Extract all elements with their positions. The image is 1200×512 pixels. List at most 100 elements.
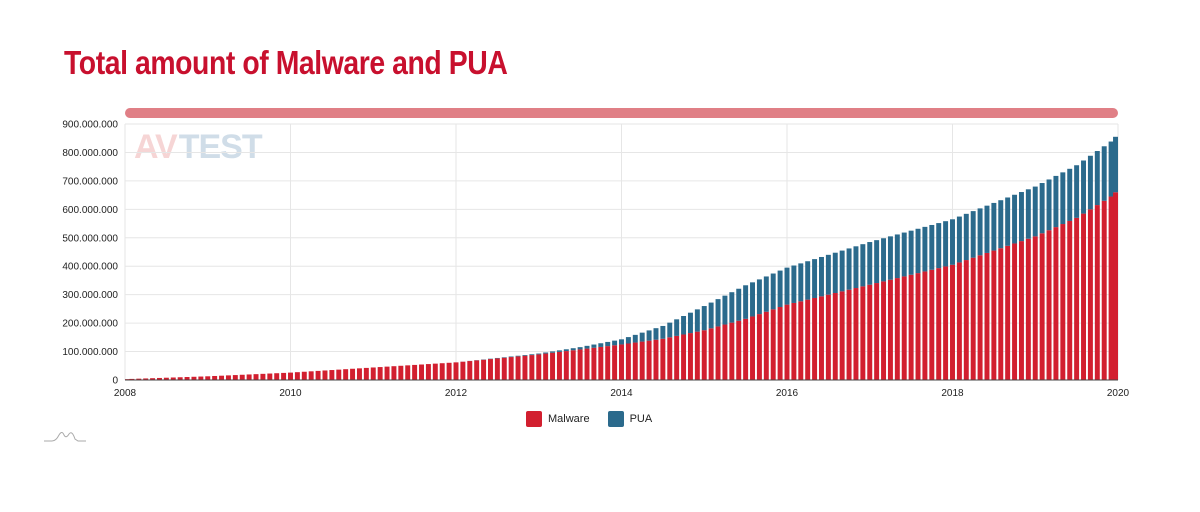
malware-bar <box>522 355 528 380</box>
malware-bar <box>874 283 880 380</box>
pua-bar <box>908 230 914 275</box>
malware-bar <box>198 376 204 380</box>
chart-range-scrollbar[interactable] <box>125 108 1118 118</box>
malware-bar <box>315 370 321 380</box>
malware-bar <box>232 375 238 380</box>
malware-bar <box>377 367 383 380</box>
pua-bar <box>674 319 680 336</box>
pua-bar <box>825 254 831 295</box>
malware-bar <box>984 252 990 380</box>
pua-bar <box>763 276 769 312</box>
malware-bar <box>288 372 293 380</box>
malware-bar <box>570 350 576 380</box>
pua-bar <box>591 344 597 348</box>
malware-bar <box>494 358 500 380</box>
avtest-logo-watermark: AV TEST <box>134 128 263 167</box>
pua-bar <box>584 345 590 349</box>
pua-bar <box>950 219 955 265</box>
pua-bar <box>577 347 583 350</box>
pua-bar <box>798 263 804 302</box>
malware-bar <box>515 356 521 380</box>
pua-bar <box>1005 197 1011 246</box>
malware-bar <box>474 360 480 380</box>
malware-bar <box>205 376 211 380</box>
malware-bar <box>901 276 907 380</box>
malware-bar <box>536 354 542 380</box>
pua-bar <box>1018 192 1024 242</box>
malware-bar <box>150 378 156 380</box>
malware-bar <box>701 330 707 380</box>
malware-bar <box>529 355 535 380</box>
malware-bar <box>922 271 928 380</box>
pua-bar <box>812 259 818 298</box>
malware-bar <box>956 262 962 380</box>
malware-bar <box>1113 192 1118 380</box>
pua-bar <box>1113 136 1118 193</box>
malware-bar <box>136 378 142 380</box>
malware-bar <box>1081 213 1086 380</box>
malware-bar <box>653 339 659 380</box>
pua-bar <box>536 353 542 355</box>
malware-bar <box>867 284 873 380</box>
pua-bar <box>1032 186 1038 237</box>
pua-bar <box>687 312 693 334</box>
malware-bar <box>219 375 225 380</box>
malware-bar <box>556 351 562 380</box>
malware-bar <box>460 361 466 380</box>
malware-bar <box>639 341 645 380</box>
pua-bar <box>708 302 714 329</box>
malware-bar <box>1018 241 1024 380</box>
pua-bar <box>867 242 873 285</box>
pua-bar <box>887 236 893 280</box>
x-tick-label: 2014 <box>610 388 633 399</box>
pua-bar <box>819 256 824 297</box>
malware-bar <box>729 322 735 380</box>
malware-bar <box>846 289 852 380</box>
y-tick-label: 900.000.000 <box>62 120 118 131</box>
malware-bar <box>370 367 376 380</box>
malware-bar <box>1053 227 1059 380</box>
malware-bar <box>708 328 714 380</box>
malware-bar <box>260 373 266 380</box>
malware-bar <box>853 288 859 380</box>
pua-bar <box>646 330 652 341</box>
x-tick-label: 2008 <box>114 388 137 399</box>
malware-bar <box>1101 200 1107 380</box>
malware-bar <box>184 377 190 380</box>
malware-bar <box>674 335 680 380</box>
malware-bar <box>784 304 790 380</box>
chart-legend: Malware PUA <box>526 411 652 427</box>
malware-bar <box>750 316 755 380</box>
pua-bar <box>1053 175 1059 228</box>
y-tick-label: 300.000.000 <box>62 290 118 301</box>
y-tick-label: 700.000.000 <box>62 176 118 187</box>
x-tick-label: 2010 <box>279 388 302 399</box>
pua-bar <box>991 202 997 251</box>
pua-bar <box>784 267 790 305</box>
legend-item-malware[interactable]: Malware <box>526 411 590 427</box>
pua-bar <box>625 337 631 344</box>
malware-bar <box>1108 196 1114 380</box>
pua-bar <box>832 252 838 294</box>
malware-bar <box>170 377 176 380</box>
pua-bar <box>729 292 735 323</box>
pua-bar <box>612 340 618 346</box>
malware-bar <box>143 378 149 380</box>
malware-bar <box>488 359 493 380</box>
malware-bar <box>722 324 728 380</box>
pua-bar <box>694 309 700 332</box>
malware-bar <box>798 301 804 380</box>
y-tick-label: 0 <box>112 376 118 387</box>
pua-bar <box>667 322 673 338</box>
malware-bar <box>612 345 618 380</box>
malware-bar <box>632 342 638 380</box>
malware-bar <box>1067 220 1073 380</box>
malware-bar <box>825 294 831 380</box>
pua-bar <box>529 354 535 356</box>
pua-bar <box>805 261 811 300</box>
pua-bar <box>550 351 556 353</box>
pua-bar <box>681 316 687 335</box>
malware-bar <box>177 377 183 380</box>
malware-bar <box>1025 238 1031 380</box>
legend-item-pua[interactable]: PUA <box>607 411 652 427</box>
